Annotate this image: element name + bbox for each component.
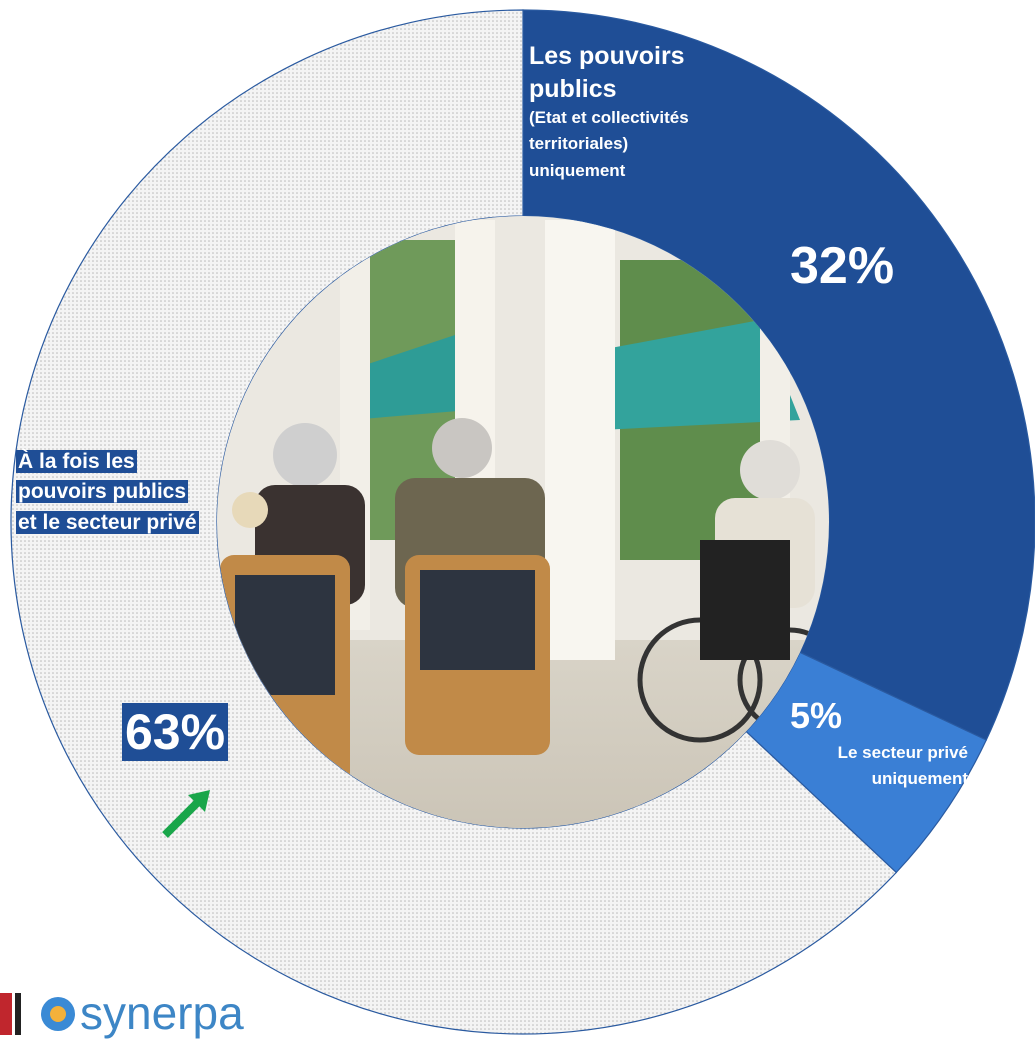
photo: [217, 216, 829, 828]
category-label: Le secteur privé uniquement: [837, 743, 968, 789]
label-block: Les pouvoirs publics (Etat et collectivi…: [529, 40, 729, 184]
logo-text: synerpa: [80, 987, 244, 1039]
category-label-block: À la fois les pouvoirs publics et le sec…: [16, 447, 206, 538]
category-label: À la fois les pouvoirs publics et le sec…: [16, 450, 199, 534]
category-label: Les pouvoirs publics: [529, 42, 685, 103]
category-detail: (Etat et collectivités territoriales) un…: [529, 108, 689, 180]
donut-slice: [10, 9, 898, 1035]
value-label: 63%: [122, 703, 229, 761]
value-label: 32%: [790, 237, 895, 295]
arrow: [162, 797, 203, 838]
logo-bar: [15, 993, 21, 1035]
logo-bar: [0, 993, 12, 1035]
arrow-head: [188, 790, 210, 812]
logo-icon: [50, 1006, 66, 1022]
value-label: 5%: [790, 695, 843, 736]
